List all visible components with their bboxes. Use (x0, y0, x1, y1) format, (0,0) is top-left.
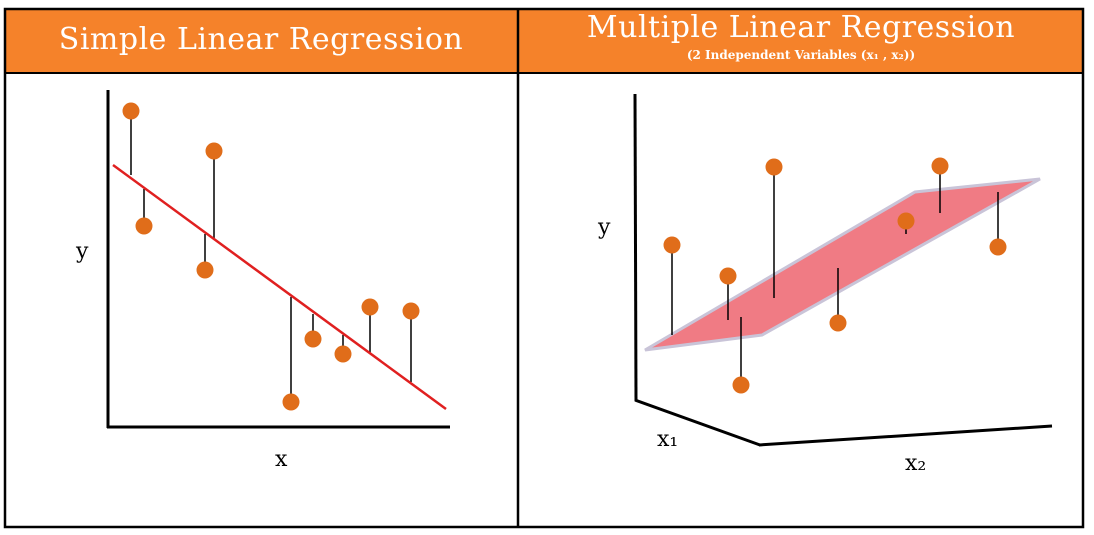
multiple-regression-header: Multiple Linear Regression (2 Independen… (518, 8, 1084, 72)
data-point (897, 212, 915, 230)
multiple-regression-subtitle: (2 Independent Variables (x₁ , x₂)) (686, 48, 916, 62)
data-point (205, 142, 223, 160)
data-point (304, 330, 322, 348)
left-y-label: y (75, 239, 89, 264)
simple-regression-title: Simple Linear Regression (58, 22, 464, 57)
right-x2-axis (758, 424, 1053, 447)
left-x-label: x (275, 447, 288, 472)
simple-regression-plot: y x (75, 90, 450, 472)
data-point (334, 345, 352, 363)
data-point (402, 302, 420, 320)
simple-regression-header: Simple Linear Regression (4, 8, 518, 72)
right-x1-axis (634, 398, 761, 447)
data-point (732, 376, 750, 394)
data-point (931, 157, 949, 175)
data-point (282, 393, 300, 411)
multiple-regression-plot: y x₁ x₂ (597, 93, 1053, 476)
right-y-axis (633, 93, 638, 402)
outer-border (3, 7, 1085, 529)
data-point (196, 261, 214, 279)
data-point (829, 314, 847, 332)
data-point (663, 236, 681, 254)
comparison-figure: Simple Linear Regression Multiple Linear… (4, 8, 1084, 529)
data-point (122, 102, 140, 120)
data-point (989, 238, 1007, 256)
regression-line (112, 163, 447, 411)
right-x1-label: x₁ (657, 427, 678, 452)
data-point (719, 267, 737, 285)
regression-plane (644, 177, 1041, 352)
data-point (361, 298, 379, 316)
right-x2-label: x₂ (905, 451, 926, 476)
data-point (765, 158, 783, 176)
right-y-label: y (597, 215, 611, 240)
data-point (135, 217, 153, 235)
multiple-regression-title: Multiple Linear Regression (586, 10, 1016, 45)
